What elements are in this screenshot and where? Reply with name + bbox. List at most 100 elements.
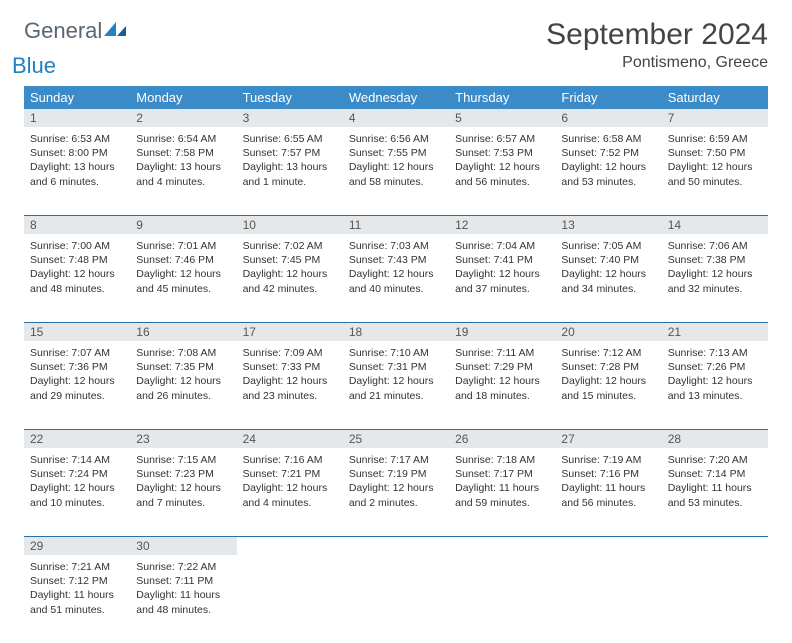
calendar-day-cell: 23Sunrise: 7:15 AMSunset: 7:23 PMDayligh… — [130, 429, 236, 536]
calendar-day-cell: 24 Sunrise: 7:16 AMSunset: 7:21 PMDayligh… — [237, 429, 343, 536]
day-info: Sunrise: 7:14 AMSunset: 7:24 PMDaylight:… — [30, 451, 124, 510]
day-info: Sunrise: 7:01 AM Sunset: 7:46 PM Daylight:… — [136, 237, 230, 296]
calendar-table: SundayMondayTuesdayWednesdayThursdayFrid… — [24, 86, 768, 643]
daylight-line: Daylight: 12 hours and 32 minutes. — [668, 268, 753, 294]
day-info: Sunrise: 6:55 AMSunset: 7:57 PMDaylight:… — [243, 130, 337, 189]
sunset-line: Sunset: 7:53 PM — [455, 147, 533, 159]
calendar-empty-cell — [555, 536, 661, 643]
day-number: 28 — [662, 429, 768, 448]
day-info: Sunrise: 7:12 AMSunset: 7:28 PMDaylight:… — [561, 344, 655, 403]
daylight-line: Daylight: 12 hours and 56 minutes. — [455, 161, 540, 187]
daylight-line: Daylight: 13 hours and 1 minute. — [243, 161, 328, 187]
day-number: 14 — [662, 215, 768, 234]
sunrise-line: Sunrise: 7:01 AM — [136, 240, 216, 252]
sunset-line: Sunset: 7:19 PM — [349, 468, 427, 480]
calendar-week-row: 1Sunrise: 6:53 AMSunset: 8:00 PMDaylight… — [24, 109, 768, 215]
day-number: 8 — [24, 215, 130, 234]
day-info: Sunrise: 7:03 AMSunset: 7:43 PMDaylight:… — [349, 237, 443, 296]
calendar-empty-cell — [237, 536, 343, 643]
calendar-day-cell: 9Sunrise: 7:01 AMSunset: 7:46 PMDaylight… — [130, 215, 236, 322]
daylight-line: Daylight: 12 hours and 2 minutes. — [349, 482, 434, 508]
day-number: 2 — [130, 109, 236, 127]
day-number: 16 — [130, 322, 236, 341]
calendar-week-row: 22Sunrise: 7:14 AMSunset: 7:24 PMDayligh… — [24, 429, 768, 536]
logo-word1: General — [24, 18, 102, 43]
sunset-line: Sunset: 7:41 PM — [455, 254, 533, 266]
daylight-line: Daylight: 12 hours and 45 minutes. — [136, 268, 221, 294]
sunrise-line: Sunrise: 7:04 AM — [455, 240, 535, 252]
calendar-day-cell: 22Sunrise: 7:14 AMSunset: 7:24 PMDayligh… — [24, 429, 130, 536]
sunset-line: Sunset: 7:35 PM — [136, 361, 214, 373]
calendar-day-cell: 18Sunrise: 7:10 AMSunset: 7:31 PMDayligh… — [343, 322, 449, 429]
calendar-day-cell: 26Sunrise: 7:18 AMSunset: 7:17 PMDayligh… — [449, 429, 555, 536]
sunset-line: Sunset: 7:11 PM — [136, 575, 213, 587]
sunset-line: Sunset: 7:17 PM — [455, 468, 533, 480]
day-info: Sunrise: 7:04 AMSunset: 7:41 PMDaylight:… — [455, 237, 549, 296]
daylight-line: Daylight: 12 hours and 48 minutes. — [30, 268, 115, 294]
sunset-line: Sunset: 7:45 PM — [243, 254, 321, 266]
sunrise-line: Sunrise: 7:03 AM — [349, 240, 429, 252]
day-info: Sunrise: 7:17 AMSunset: 7:19 PMDaylight:… — [349, 451, 443, 510]
sunrise-line: Sunrise: 7:09 AM — [243, 347, 323, 359]
day-info: Sunrise: 7:15 AMSunset: 7:23 PMDaylight:… — [136, 451, 230, 510]
sunset-line: Sunset: 7:48 PM — [30, 254, 108, 266]
sunrise-line: Sunrise: 6:55 AM — [243, 133, 323, 145]
day-info: Sunrise: 7:07 AMSunset: 7:36 PMDaylight:… — [30, 344, 124, 403]
day-info: Sunrise: 7:21 AMSunset: 7:12 PMDaylight:… — [30, 558, 124, 617]
day-number: 11 — [343, 215, 449, 234]
sunset-line: Sunset: 7:33 PM — [243, 361, 321, 373]
sunrise-line: Sunrise: 7:00 AM — [30, 240, 110, 252]
day-info: Sunrise: 7:16 AMSunset: 7:21 PMDaylight:… — [243, 451, 337, 510]
day-info: Sunrise: 7:20 AMSunset: 7:14 PMDaylight:… — [668, 451, 762, 510]
day-number: 24 — [237, 429, 343, 448]
calendar-day-cell: 17Sunrise: 7:09 AMSunset: 7:33 PMDayligh… — [237, 322, 343, 429]
sunrise-line: Sunrise: 7:10 AM — [349, 347, 429, 359]
calendar-day-cell: 25Sunrise: 7:17 AMSunset: 7:19 PMDayligh… — [343, 429, 449, 536]
sunrise-line: Sunrise: 7:12 AM — [561, 347, 641, 359]
daylight-line: Daylight: 13 hours and 6 minutes. — [30, 161, 115, 187]
calendar-week-row: 29 Sunrise: 7:21 AMSunset: 7:12 PMDayligh… — [24, 536, 768, 643]
sunrise-line: Sunrise: 7:14 AM — [30, 454, 110, 466]
day-info: Sunrise: 7:10 AMSunset: 7:31 PMDaylight:… — [349, 344, 443, 403]
daylight-line: Daylight: 12 hours and 29 minutes. — [30, 375, 115, 401]
daylight-line: Daylight: 12 hours and 10 minutes. — [30, 482, 115, 508]
day-info: Sunrise: 6:56 AM Sunset: 7:55 PM Daylight:… — [349, 130, 443, 189]
calendar-day-cell: 2 Sunrise: 6:54 AMSunset: 7:58 PMDaylight… — [130, 109, 236, 215]
day-number: 13 — [555, 215, 661, 234]
sunrise-line: Sunrise: 7:19 AM — [561, 454, 641, 466]
daylight-line: Daylight: 12 hours and 7 minutes. — [136, 482, 221, 508]
day-header: Friday — [555, 86, 661, 109]
sunset-line: Sunset: 7:46 PM — [136, 254, 214, 266]
day-number: 5 — [449, 109, 555, 127]
daylight-line: Daylight: 12 hours and 53 minutes. — [561, 161, 646, 187]
sunset-line: Sunset: 7:26 PM — [668, 361, 746, 373]
day-number: 15 — [24, 322, 130, 341]
sunrise-line: Sunrise: 7:18 AM — [455, 454, 535, 466]
day-info: Sunrise: 6:53 AMSunset: 8:00 PMDaylight:… — [30, 130, 124, 189]
sunrise-line: Sunrise: 6:53 AM — [30, 133, 110, 145]
day-info: Sunrise: 7:19 AMSunset: 7:16 PMDaylight:… — [561, 451, 655, 510]
day-number: 30 — [130, 536, 236, 555]
calendar-header-row: SundayMondayTuesdayWednesdayThursdayFrid… — [24, 86, 768, 109]
header: General Blue September 2024 Pontismeno, … — [24, 18, 768, 72]
day-info: Sunrise: 6:54 AMSunset: 7:58 PMDaylight:… — [136, 130, 230, 189]
day-info: Sunrise: 7:18 AMSunset: 7:17 PMDaylight:… — [455, 451, 549, 510]
day-info: Sunrise: 6:57 AMSunset: 7:53 PMDaylight:… — [455, 130, 549, 189]
day-header: Sunday — [24, 86, 130, 109]
sunset-line: Sunset: 7:55 PM — [349, 147, 427, 159]
daylight-line: Daylight: 13 hours and 4 minutes. — [136, 161, 221, 187]
calendar-empty-cell — [449, 536, 555, 643]
daylight-line: Daylight: 12 hours and 50 minutes. — [668, 161, 753, 187]
daylight-line: Daylight: 12 hours and 42 minutes. — [243, 268, 328, 294]
day-info: Sunrise: 7:08 AMSunset: 7:35 PMDaylight:… — [136, 344, 230, 403]
day-header: Saturday — [662, 86, 768, 109]
day-info: Sunrise: 6:58 AMSunset: 7:52 PMDaylight:… — [561, 130, 655, 189]
sunrise-line: Sunrise: 6:56 AM — [349, 133, 429, 145]
daylight-line: Daylight: 12 hours and 58 minutes. — [349, 161, 434, 187]
day-info: Sunrise: 7:09 AMSunset: 7:33 PMDaylight:… — [243, 344, 337, 403]
calendar-day-cell: 8 Sunrise: 7:00 AM Sunset: 7:48 PM Daylight… — [24, 215, 130, 322]
sunrise-line: Sunrise: 7:16 AM — [243, 454, 323, 466]
day-number: 29 — [24, 536, 130, 555]
sunrise-line: Sunrise: 7:21 AM — [30, 561, 110, 573]
daylight-line: Daylight: 12 hours and 21 minutes. — [349, 375, 434, 401]
